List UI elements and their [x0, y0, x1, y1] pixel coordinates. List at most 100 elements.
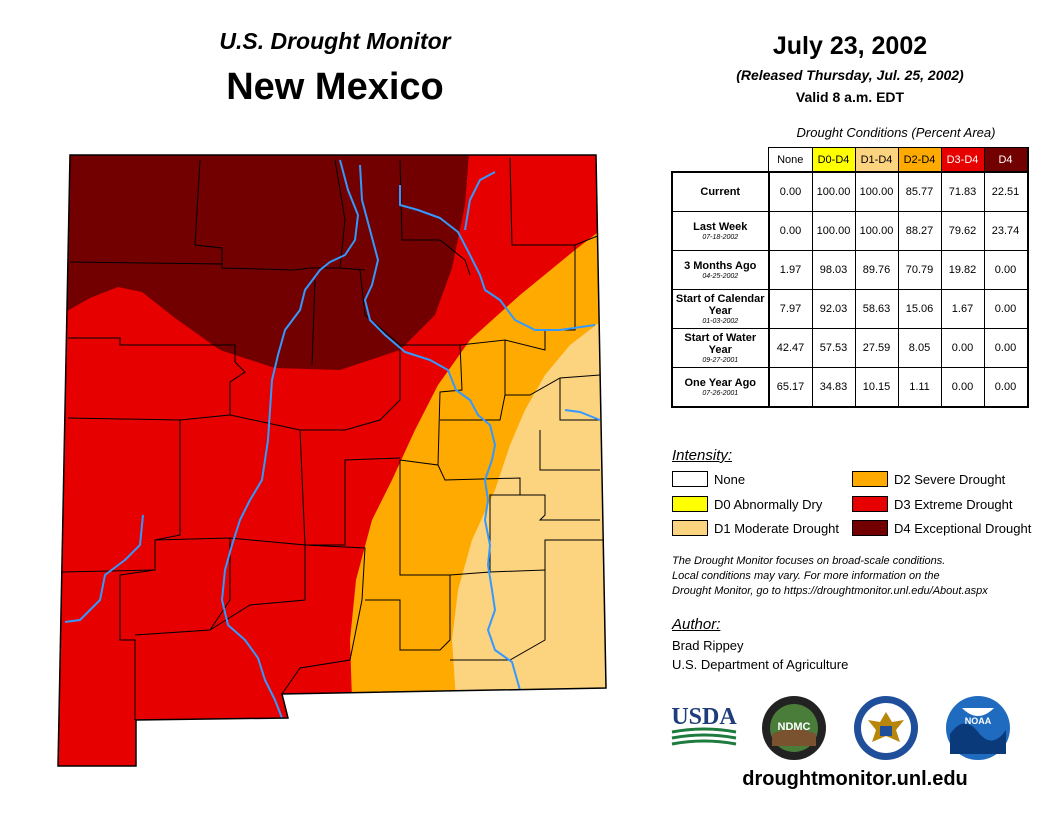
dry-cimarron-river [464, 171, 496, 231]
legend-swatch [672, 496, 708, 512]
disclaimer-note: The Drought Monitor focuses on broad-sca… [672, 554, 1042, 599]
row-date: 04-25-2002 [702, 272, 739, 280]
legend-item-d2: D2 Severe Drought [852, 471, 1005, 487]
table-cell: 10.15 [854, 367, 899, 408]
table-cell: 85.77 [897, 171, 942, 212]
row-label: Start of Water Year 09-27-2001 [671, 328, 769, 368]
author-title: Author: [672, 616, 721, 633]
legend-swatch [852, 520, 888, 536]
table-cell: 0.00 [983, 328, 1029, 368]
legend-swatch [852, 496, 888, 512]
table-cell: 1.97 [767, 250, 813, 290]
ndmc-logo-text: NDMC [778, 721, 811, 733]
row-label: Current [671, 171, 769, 212]
row-label-text: Start of Calendar Year [675, 292, 765, 317]
table-cell: 1.67 [940, 289, 985, 329]
canadian-river [399, 185, 596, 331]
state-outline [57, 154, 607, 767]
table-cell: 57.53 [811, 328, 856, 368]
table-cell: 0.00 [767, 171, 813, 212]
table-cell: 22.51 [983, 171, 1029, 212]
table-cell: 79.62 [940, 211, 985, 251]
noaa-logo-text: NOAA [965, 716, 992, 726]
table-cell: 19.82 [940, 250, 985, 290]
table-cell: 0.00 [940, 367, 985, 408]
rio-grande-river [221, 159, 359, 719]
table-cell: 100.00 [811, 211, 856, 251]
note-line: Drought Monitor, go to https://droughtmo… [672, 585, 988, 597]
usda-logo-text: USDA [671, 704, 737, 730]
table-cell: 65.17 [767, 367, 813, 408]
noaa-logo: NOAA [946, 696, 1010, 760]
legend-label: D1 Moderate Drought [714, 520, 840, 536]
column-header: D0-D4 [811, 147, 856, 173]
row-label: Last Week 07-18-2002 [671, 211, 769, 251]
row-label-text: Last Week [693, 220, 748, 233]
row-date: 07-26-2001 [702, 389, 739, 397]
website-link[interactable]: droughtmonitor.unl.edu [742, 768, 968, 790]
usda-logo: USDA [671, 704, 737, 746]
legend-swatch [672, 520, 708, 536]
row-label: Start of Calendar Year 01-03-2002 [671, 289, 769, 329]
table-cell: 15.06 [897, 289, 942, 329]
table-cell: 92.03 [811, 289, 856, 329]
row-date: 07-18-2002 [702, 233, 739, 241]
legend-item-none: None [672, 471, 745, 487]
red-river-tributary [564, 409, 601, 421]
table-row: Start of Calendar Year 01-03-2002 7.97 92.0… [671, 289, 1029, 329]
map-subtitle: U.S. Drought Monitor [219, 28, 451, 54]
table-cell: 34.83 [811, 367, 856, 408]
table-row: One Year Ago 07-26-2001 65.17 34.83 10.15 1.1… [671, 367, 1029, 408]
legend-item-d0: D0 Abnormally Dry [672, 496, 822, 512]
legend-swatch [672, 471, 708, 487]
valid-time: Valid 8 a.m. EDT [795, 89, 905, 105]
map-date: July 23, 2002 [772, 32, 928, 60]
table-cell: 58.63 [854, 289, 899, 329]
column-header: D1-D4 [854, 147, 899, 173]
legend-item-d3: D3 Extreme Drought [852, 496, 1013, 512]
column-header: D3-D4 [940, 147, 985, 173]
row-label: One Year Ago 07-26-2001 [671, 367, 769, 408]
table-row: Last Week 07-18-2002 0.00 100.00 100.00 88.27… [671, 211, 1029, 251]
table-header-row: None D0-D4 D1-D4 D2-D4 D3-D4 D4 [672, 147, 1029, 173]
author-organization: U.S. Department of Agriculture [672, 657, 849, 672]
eagle-seal-icon [868, 712, 904, 742]
map-title: New Mexico [226, 66, 444, 108]
table-cell: 8.05 [897, 328, 942, 368]
rivers [64, 159, 601, 719]
legend-label: D3 Extreme Drought [894, 496, 1013, 512]
note-line: Local conditions may vary. For more info… [672, 570, 940, 582]
county-borders [61, 157, 606, 720]
table-cell: 100.00 [811, 171, 856, 212]
row-label: 3 Months Ago 04-25-2002 [671, 250, 769, 290]
note-line: The Drought Monitor focuses on broad-sca… [672, 555, 946, 567]
table-cell: 7.97 [767, 289, 813, 329]
legend-label: D0 Abnormally Dry [714, 496, 823, 512]
table-cell: 88.27 [897, 211, 942, 251]
table-cell: 0.00 [767, 211, 813, 251]
row-label-text: 3 Months Ago [684, 259, 757, 272]
row-date: 01-03-2002 [702, 317, 739, 325]
table-cell: 1.11 [897, 367, 942, 408]
column-header: D2-D4 [897, 147, 942, 173]
legend-swatch [852, 471, 888, 487]
legend-label: D2 Severe Drought [894, 471, 1006, 487]
legend-label: D4 Exceptional Drought [894, 520, 1032, 536]
table-row: 3 Months Ago 04-25-2002 1.97 98.03 89.76 70.7… [671, 250, 1029, 290]
table-cell: 89.76 [854, 250, 899, 290]
table-row: Current 0.00 100.00 100.00 85.77 71.83 22.51 [671, 171, 1029, 212]
legend-title: Intensity: [672, 447, 733, 464]
table-cell: 0.00 [983, 367, 1029, 408]
table-cell: 70.79 [897, 250, 942, 290]
legend-label: None [714, 471, 746, 487]
table-row: Start of Water Year 09-27-2001 42.47 57.53 2… [671, 328, 1029, 368]
table-cell: 0.00 [983, 289, 1029, 329]
row-label-text: Current [700, 186, 741, 198]
column-header: None [768, 147, 813, 173]
drought-map [57, 154, 607, 767]
doc-seal-logo [854, 696, 918, 760]
drought-statistics-table: None D0-D4 D1-D4 D2-D4 D3-D4 D4 Current 0… [671, 147, 1029, 408]
table-body: Current 0.00 100.00 100.00 85.77 71.83 22.51 La… [671, 171, 1029, 408]
table-caption: Drought Conditions (Percent Area) [796, 125, 996, 140]
table-cell: 100.00 [854, 211, 899, 251]
